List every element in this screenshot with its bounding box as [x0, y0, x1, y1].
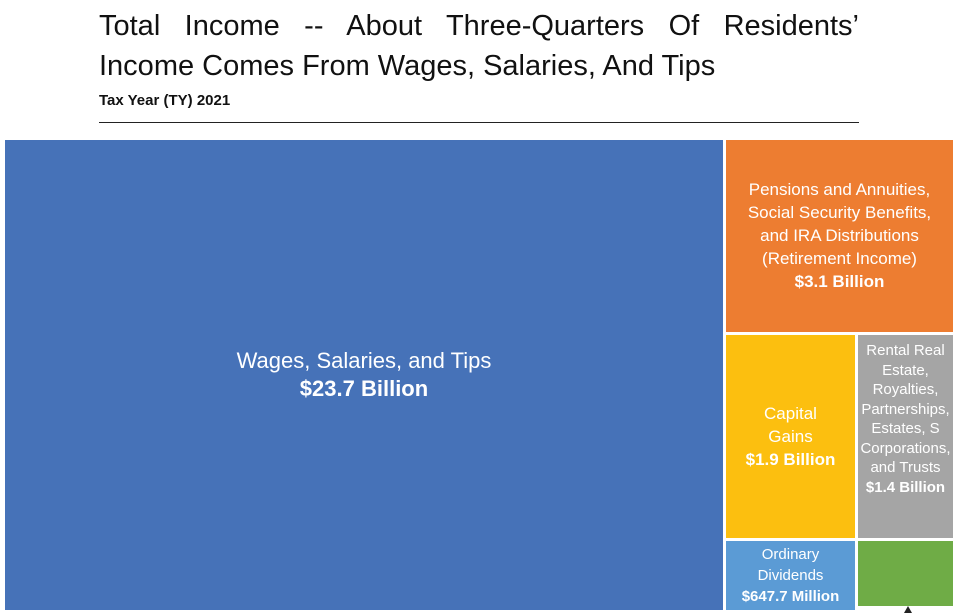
tile-wages: Wages, Salaries, and Tips $23.7 Billion: [5, 140, 723, 610]
tile-rental-royalties: Rental Real Estate, Royalties, Partnersh…: [858, 335, 953, 538]
tile-rental-royalties-value: $1.4 Billion: [865, 478, 946, 496]
tile-wages-value: $23.7 Billion: [299, 376, 429, 401]
chart-subtitle: Tax Year (TY) 2021: [99, 92, 231, 109]
tile-rental-royalties-label: Rental Real Estate, Royalties, Partnersh…: [860, 342, 951, 476]
pointer-marker: [904, 606, 912, 613]
chart-header: Total Income -- About Three-Quarters Of …: [99, 6, 859, 109]
tile-ordinary-dividends-value: $647.7 Million: [741, 588, 840, 605]
tile-capital-gains-value: $1.9 Billion: [745, 450, 836, 469]
tile-other-income: [858, 541, 953, 606]
tile-retirement-income: Pensions and Annuities, Social Security …: [726, 140, 953, 332]
tile-ordinary-dividends-label: Ordinary Dividends: [757, 546, 824, 584]
header-divider: [99, 122, 859, 123]
tile-capital-gains-label: Capital Gains: [764, 404, 817, 446]
tile-retirement-income-value: $3.1 Billion: [794, 272, 885, 291]
tile-capital-gains: Capital Gains $1.9 Billion: [726, 335, 855, 538]
tile-ordinary-dividends: Ordinary Dividends $647.7 Million: [726, 541, 855, 610]
tile-retirement-income-label: Pensions and Annuities, Social Security …: [747, 180, 932, 268]
tile-wages-label: Wages, Salaries, and Tips: [236, 348, 492, 373]
chart-title: Total Income -- About Three-Quarters Of …: [99, 10, 859, 82]
